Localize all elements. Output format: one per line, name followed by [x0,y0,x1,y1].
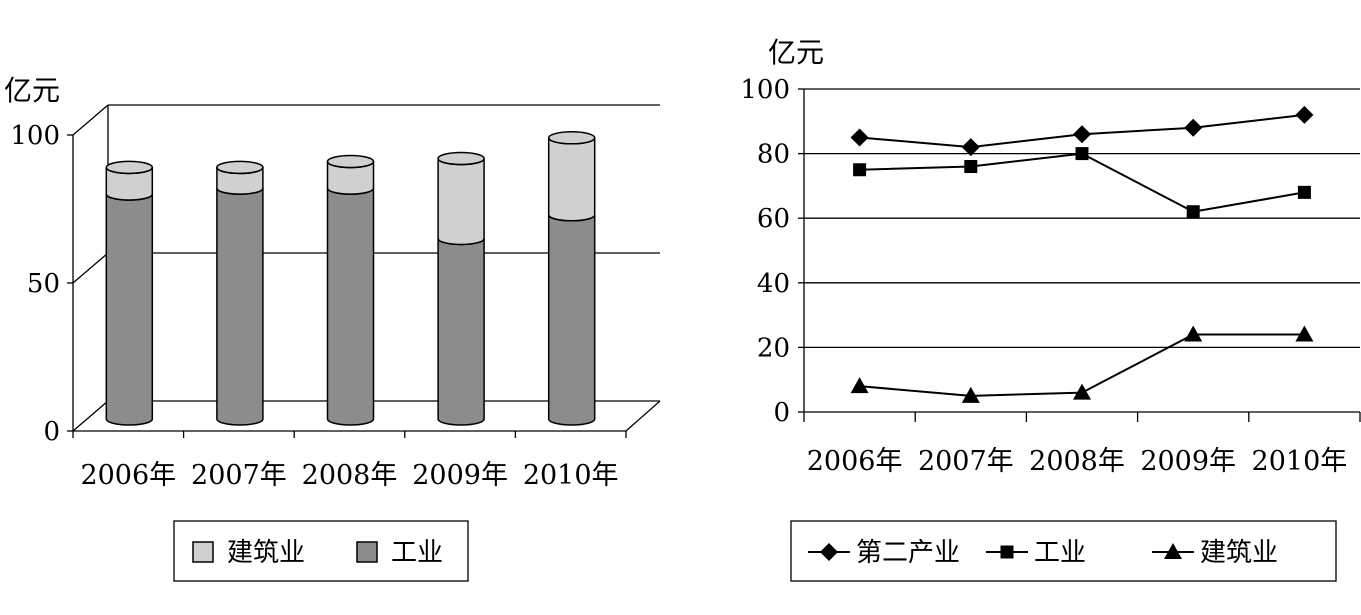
data-point-triangle [1295,325,1314,342]
y-tick-label: 80 [757,140,790,170]
data-point-square [964,160,978,174]
legend-swatch [192,541,214,563]
x-tick-label: 2006年 [807,446,903,477]
unit-label: 亿元 [4,74,60,107]
bar-segment-industry [105,193,154,426]
data-point-triangle [1184,325,1203,342]
bar-segment-construction [437,158,485,246]
x-tick-label: 2010年 [523,460,619,491]
bar-top-cap [216,160,264,175]
x-tick-label: 2007年 [918,446,1014,477]
unit-label: 亿元 [768,36,824,69]
bar-segment-industry [216,187,264,426]
series-line-1 [859,152,1305,213]
x-tick-label: 2009年 [412,460,508,491]
bar-top-cap [326,154,375,169]
legend-label: 工业 [1034,538,1086,568]
y-tick-label: 60 [757,204,790,234]
legend-box [173,520,469,582]
legend-swatch [356,541,378,563]
line-chart: 亿元 0 20 40 60 80 100 2006年 2007年 2008年 2009年 2010年第… [740,36,1361,582]
y-tick-label: 40 [757,269,790,299]
x-tick-label: 2007年 [191,460,287,491]
bar-segment-industry [326,187,375,426]
floor-edge [625,400,661,432]
bar-top-cap [437,151,485,166]
y-tick-label: 100 [10,121,60,151]
side-gridline [72,252,109,284]
x-tick-label: 2009年 [1140,446,1236,477]
side-gridline [72,104,109,136]
x-tick-label: 2010年 [1252,446,1348,477]
legend-marker [820,543,838,561]
y-tick-label: 0 [43,417,60,447]
data-point-square [1297,185,1311,199]
bar-segment-industry [437,238,485,426]
legend: 建筑业 工业 [173,520,469,582]
data-point-diamond [961,138,980,157]
data-point-square [853,163,867,177]
bar-segment-construction [547,137,596,222]
data-point-diamond [1073,125,1091,144]
bar-top-cap [547,131,596,145]
legend-label: 工业 [391,538,443,568]
legend-marker [1164,543,1182,559]
data-point-diamond [850,128,869,147]
data-point-square [1186,205,1200,219]
legend-marker [1000,545,1014,559]
data-point-triangle [850,377,869,394]
data-point-diamond [1184,118,1203,137]
legend: 第二产业 工业 建筑业 [790,520,1337,582]
bar-segment-industry [547,214,596,426]
x-tick-label: 2008年 [1029,446,1125,477]
data-point-square [1075,147,1089,161]
x-tick-label: 2006年 [80,460,176,491]
data-point-diamond [1295,105,1314,124]
legend-label: 第二产业 [856,538,960,568]
bar-top-cap [105,160,154,175]
data-point-triangle [961,386,980,403]
legend-label: 建筑业 [1200,538,1278,568]
data-point-triangle [1073,383,1091,400]
x-tick-label: 2008年 [302,460,398,491]
y-tick-label: 20 [757,333,790,363]
y-tick-label: 100 [740,75,790,105]
legend-box [790,520,1337,582]
legend-label: 建筑业 [227,538,305,568]
y-tick-label: 0 [773,398,790,428]
y-tick-label: 50 [27,269,60,299]
side-gridline [72,400,109,432]
